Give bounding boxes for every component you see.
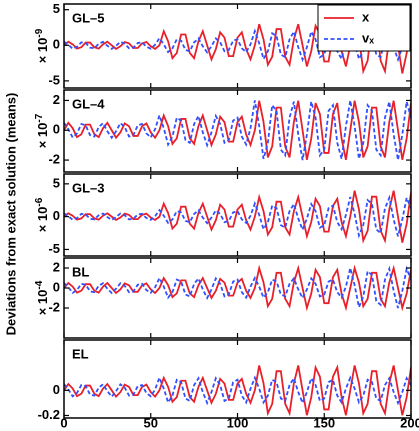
panel-label: GL–5 [72,10,105,25]
scale-exponent: -6 [34,197,45,206]
y-tick-label: -2 [48,299,60,314]
y-tick-label: 0 [53,37,60,52]
x-tick-label: 150 [313,415,335,430]
series-line [64,264,411,312]
scale-label: × 10-7 [34,113,51,148]
scale-label: × 10-9 [34,28,51,63]
y-tick-label: -0.2 [38,407,60,422]
panel-label: EL [72,346,89,361]
series-line [64,190,411,244]
series-line [64,100,411,160]
scale-base: × 10 [35,290,50,316]
y-tick-label: 5 [53,1,60,16]
panel-label: GL–4 [72,96,105,111]
scale-label: × 10-6 [34,197,51,232]
y-tick-label: 0 [53,279,60,294]
scale-base: × 10 [35,123,50,149]
panel-label: BL [72,264,89,279]
series-line [64,375,411,406]
panel-label: GL–3 [72,180,105,195]
scale-base: × 10 [35,38,50,64]
scale-base: × 10 [35,207,50,233]
series-line [64,194,411,239]
y-tick-label: -5 [48,241,60,256]
y-tick-label: -5 [48,72,60,87]
y-tick-label: 5 [53,175,60,190]
scale-exponent: -9 [34,28,45,37]
legend-label: vₓ [362,30,374,45]
x-tick-label: 0 [60,415,67,430]
x-tick-label: 200 [400,415,419,430]
x-tick-label: 50 [144,415,158,430]
scale-exponent: -7 [34,113,45,122]
y-tick-label: 0 [53,208,60,223]
y-tick-label: 2 [53,92,60,107]
series-line [64,100,411,161]
x-tick-label: 100 [227,415,249,430]
series-line [64,265,411,311]
y-tick-label: 0 [53,122,60,137]
scale-exponent: -4 [34,280,45,289]
y-tick-label: -2 [48,152,60,167]
panel-frame [63,257,412,339]
y-tick-label: 2 [53,259,60,274]
y-tick-label: 0 [53,382,60,397]
legend-box [317,4,411,52]
scale-label: × 10-4 [34,280,51,315]
y-axis-title: Deviations from exact solution (means) [3,93,18,336]
legend-label: x [362,9,370,24]
series-line [64,364,411,417]
